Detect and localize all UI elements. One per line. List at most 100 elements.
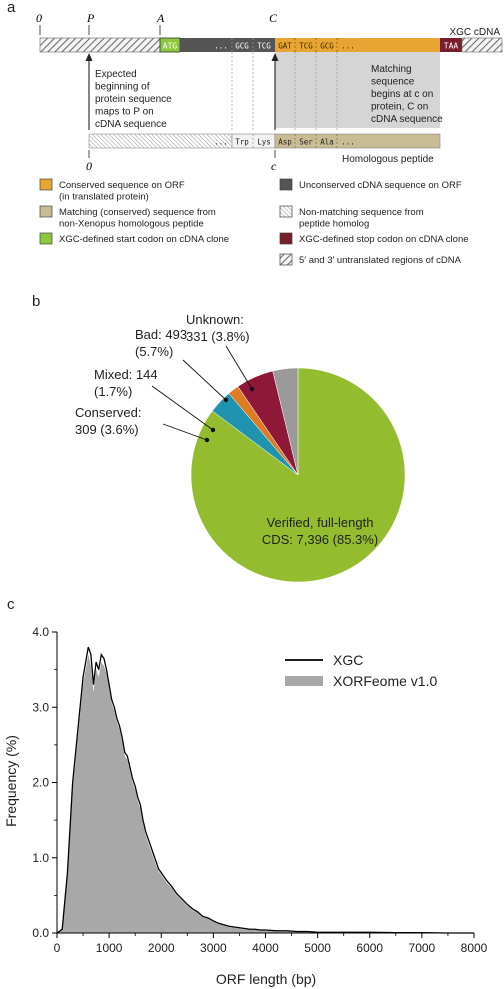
y-axis-label: Frequency (%) — [3, 735, 19, 827]
upper-codon-labels: ... GCG TCG GAT TCG GCG... — [214, 42, 355, 51]
note-line: cDNA sequence — [371, 114, 443, 125]
pos-p-label: P — [86, 11, 95, 25]
y-tick-label: 0.0 — [32, 926, 49, 940]
panel-c-letter: c — [7, 596, 15, 613]
lower-codon: Asp — [278, 138, 292, 147]
y-tick-label: 1.0 — [32, 851, 49, 865]
upper-codon: GAT — [278, 42, 292, 51]
lower-codon: ... — [341, 138, 355, 147]
legend-swatch — [279, 253, 293, 266]
pos-zero-bottom-label: 0 — [86, 159, 92, 173]
legend-text: XGC-defined start codon on cDNA clone — [59, 234, 229, 245]
lower-codon: Ala — [320, 138, 334, 147]
lower-codon: Trp — [235, 138, 249, 147]
lower-codon: ... — [214, 138, 228, 147]
panel-a-legend: Conserved sequence on ORF(in translated … — [39, 178, 469, 266]
upper-codon: GCG — [235, 42, 249, 51]
label-verified-1: Verified, full-length — [267, 515, 374, 530]
homologous-peptide-label: Homologous peptide — [342, 154, 434, 165]
x-tick-label: 7000 — [409, 941, 436, 955]
y-tick-label: 4.0 — [32, 625, 49, 639]
label-bad-1: Bad: 493 — [135, 327, 187, 342]
legend-swatch — [39, 205, 53, 218]
panel-a-letter: a — [7, 0, 16, 16]
note-line: beginning of — [95, 82, 150, 93]
x-tick-label: 8000 — [461, 941, 488, 955]
legend-xorfeome-label: XORFeome v1.0 — [333, 673, 437, 689]
legend-text: Matching (conserved) sequence from — [59, 207, 216, 218]
x-tick-label: 2000 — [148, 941, 175, 955]
taa-text: TAA — [444, 42, 459, 51]
x-tick-label: 1000 — [96, 941, 123, 955]
legend-text: Non-matching sequence from — [299, 207, 424, 218]
upper-codon: ... — [214, 42, 228, 51]
legend-text: (in translated protein) — [59, 192, 149, 203]
lower-codon: Ser — [299, 138, 313, 147]
label-bad-2: (5.7%) — [135, 344, 173, 359]
label-mixed-1: Mixed: 144 — [94, 367, 158, 382]
x-tick-label: 6000 — [356, 941, 383, 955]
legend-swatch — [39, 178, 53, 191]
x-tick-label: 3000 — [200, 941, 227, 955]
legend-swatch — [39, 232, 53, 245]
atg-text: ATG — [163, 42, 178, 51]
legend-text: Conserved sequence on ORF — [59, 180, 185, 191]
x-tick-label: 0 — [54, 941, 61, 955]
pos-c-lower-label: c — [271, 159, 277, 173]
y-tick-label: 3.0 — [32, 700, 49, 714]
panel-c: c 0.0 1.0 2.0 3.0 4.0 0 1000 2000 3000 4000 5000 60… — [3, 596, 488, 987]
legend-swatch — [279, 178, 293, 191]
xgc-cdna-label: XGC cDNA — [449, 27, 500, 38]
lower-codon-labels: ... Trp Lys Asp Ser Ala... — [214, 138, 355, 147]
peptide-bar: ... Trp Lys Asp Ser Ala... — [88, 133, 441, 149]
x-axis-label: ORF length (bp) — [216, 971, 316, 987]
x-tick-label: 5000 — [304, 941, 331, 955]
upper-codon: ... — [341, 42, 355, 51]
legend-text: non-Xenopus homologous peptide — [59, 219, 204, 230]
upper-codon: TCG — [257, 42, 271, 51]
match-region-shade — [275, 52, 440, 128]
note-line: begins at c on — [371, 89, 433, 100]
label-unknown-1: Unknown: — [186, 312, 244, 327]
pos-zero-label: 0 — [36, 11, 42, 25]
unconserved-orf-region — [180, 38, 275, 52]
panel-a: a 0 P A C ATG TAA ... — [7, 0, 503, 266]
legend-swatch — [279, 205, 293, 218]
series-xgc-line — [56, 646, 474, 934]
note-line: Expected — [95, 69, 137, 80]
legend-text: XGC-defined stop codon on cDNA clone — [299, 234, 469, 245]
upper-codon: GCG — [320, 42, 334, 51]
cdna-bar: ATG TAA ... GCG TCG GAT TCG GCG... — [39, 37, 503, 53]
label-unknown-2: 331 (3.8%) — [186, 329, 250, 344]
note-line: sequence — [371, 77, 415, 88]
stop-codon-box — [440, 38, 462, 52]
utr-3-region — [461, 37, 503, 53]
pie-leader-lines — [151, 345, 255, 443]
x-tick-label: 4000 — [252, 941, 279, 955]
pie-slice-verified — [190, 367, 406, 583]
note-line: protein sequence — [95, 94, 172, 105]
pie-slice-unknown — [272, 367, 299, 476]
pos-a-label: A — [156, 11, 165, 25]
legend-xgc-label: XGC — [333, 652, 363, 668]
pie-chart — [190, 367, 406, 583]
lower-codon: Lys — [257, 138, 271, 147]
label-conserved-1: Conserved: — [75, 405, 141, 420]
matching-peptide-region — [274, 133, 441, 149]
utr-5-region — [39, 37, 161, 53]
panel-b: b Verified, full-length CDS: 7,396 (85.3… — [32, 293, 406, 583]
upper-codon: TCG — [299, 42, 313, 51]
orf-length-chart: 0.0 1.0 2.0 3.0 4.0 0 1000 2000 3000 4000 5000 6000… — [32, 625, 487, 955]
legend-swatch — [279, 232, 293, 245]
note-line: cDNA sequence — [95, 119, 167, 130]
label-mixed-2: (1.7%) — [94, 384, 132, 399]
legend-text: 5′ and 3′ untranslated regions of cDNA — [299, 255, 462, 266]
label-conserved-2: 309 (3.6%) — [75, 422, 139, 437]
legend-xorfeome-swatch — [285, 676, 323, 686]
y-tick-label: 2.0 — [32, 776, 49, 790]
label-verified-2: CDS: 7,396 (85.3%) — [262, 532, 378, 547]
legend-text: Unconserved cDNA sequence on ORF — [299, 180, 462, 191]
